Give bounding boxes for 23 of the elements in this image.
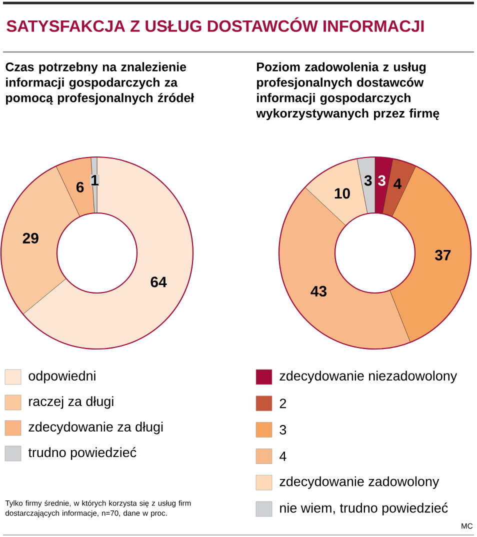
data-label: 43: [310, 286, 327, 297]
data-label: 3: [378, 175, 386, 186]
data-label: 4: [394, 178, 402, 189]
legend-label: 4: [280, 452, 286, 461]
legend-label: raczej za długi: [29, 396, 114, 409]
chart-subtitle: Poziom zadowolenia z usług profesjonalnych dostawców informacji gospodarczych wykorzystywanych przez firmę: [256, 62, 440, 120]
legend-label: nie wiem, trudno powiedzieć: [280, 502, 448, 516]
data-label: 10: [334, 188, 350, 199]
data-label: 29: [22, 232, 38, 244]
data-label: 6: [76, 182, 84, 192]
legend-label: odpowiedni: [28, 370, 96, 384]
data-label: 3: [364, 175, 372, 186]
chart-title: SATYSFAKCJA Z USŁUG DOSTAWCÓW INFORMACJI: [6, 17, 424, 32]
legend-label: zdecydowanie zadowolony: [280, 476, 440, 489]
data-label: 37: [435, 250, 451, 260]
data-label: 64: [150, 276, 167, 288]
chart-subtitle: Czas potrzebny na znalezienie informacji gospodarczych za pomocą profesjonalnych źródeł: [6, 62, 194, 105]
data-label: 1: [92, 175, 98, 186]
legend-label: 3: [280, 425, 286, 435]
legend-label: trudno powiedzieć: [28, 447, 136, 460]
legend-label: 2: [280, 398, 286, 408]
legend-label: zdecydowanie za długi: [28, 422, 163, 434]
legend-label: zdecydowanie niezadowolony: [280, 370, 458, 384]
